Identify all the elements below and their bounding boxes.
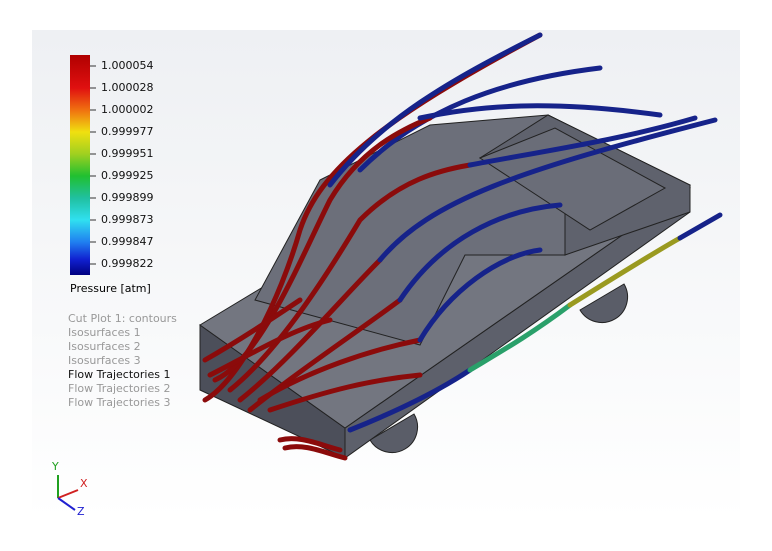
plot-item: Flow Trajectories 2 xyxy=(68,382,170,395)
legend-label: 1.000054 xyxy=(101,59,154,72)
legend-label: 1.000002 xyxy=(101,103,154,116)
legend-label: 0.999873 xyxy=(101,213,154,226)
legend-label: 0.999977 xyxy=(101,125,154,138)
legend-label: 0.999951 xyxy=(101,147,154,160)
legend-label: 0.999822 xyxy=(101,257,154,270)
legend-label: 0.999925 xyxy=(101,169,154,182)
plot-item: Flow Trajectories 1 xyxy=(68,368,170,381)
axis-label-z: Z xyxy=(77,505,85,518)
legend-label: 1.000028 xyxy=(101,81,154,94)
orientation-triad xyxy=(57,475,79,511)
plot-item: Isosurfaces 3 xyxy=(68,354,141,367)
plot-item: Cut Plot 1: contours xyxy=(68,312,177,325)
legend-labels: 1.000054 1.000028 1.000002 0.999977 0.999951… xyxy=(90,59,154,270)
axis-label-y: Y xyxy=(51,460,59,473)
plot-item: Flow Trajectories 3 xyxy=(68,396,170,409)
plot-item: Isosurfaces 1 xyxy=(68,326,141,339)
legend-label: 0.999847 xyxy=(101,235,154,248)
axis-label-x: X xyxy=(80,477,88,490)
color-bar xyxy=(70,55,90,275)
plot-item: Isosurfaces 2 xyxy=(68,340,141,353)
flow-trajectories xyxy=(202,32,723,461)
legend-title: Pressure [atm] xyxy=(70,282,151,295)
legend-label: 0.999899 xyxy=(101,191,154,204)
